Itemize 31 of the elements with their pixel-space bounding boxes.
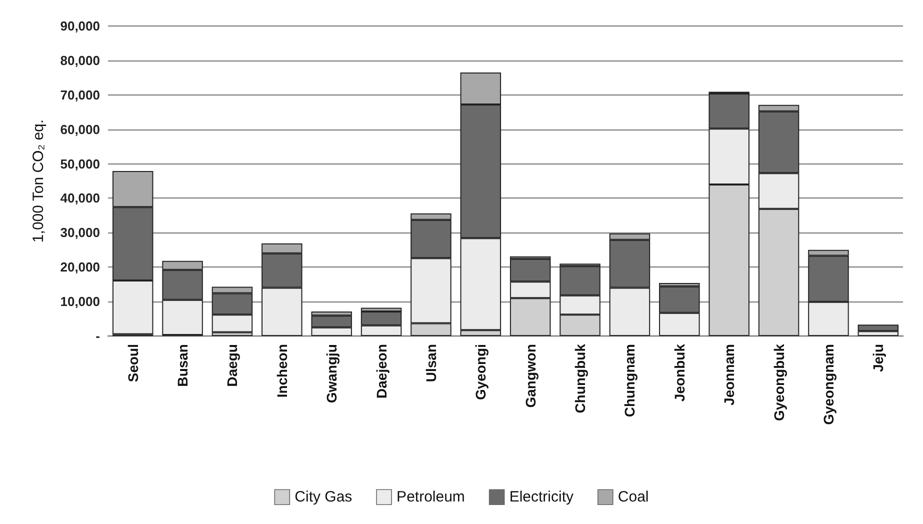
y-tick-label: 50,000 bbox=[60, 156, 100, 172]
y-tick-label: 30,000 bbox=[60, 225, 100, 240]
x-tick-label: Gyeongnam bbox=[820, 344, 836, 425]
x-tick-label: Seoul bbox=[124, 344, 141, 382]
legend-label: Coal bbox=[618, 488, 649, 506]
x-tick-label: Jeju bbox=[870, 344, 886, 372]
y-tick-label: 80,000 bbox=[60, 52, 100, 68]
x-tick-label: Jeonbuk bbox=[671, 344, 688, 402]
legend-label: Petroleum bbox=[396, 488, 465, 506]
y-tick-label: 60,000 bbox=[60, 122, 100, 137]
x-tick-label: Daegu bbox=[224, 344, 240, 387]
y-tick-label: - bbox=[96, 328, 100, 344]
legend-label: City Gas bbox=[294, 488, 352, 506]
x-tick-label: Gangwon bbox=[522, 344, 538, 408]
x-tick-label: Ulsan bbox=[422, 344, 439, 382]
y-tick-label: 20,000 bbox=[60, 260, 100, 275]
x-tick-label: Chungnam bbox=[622, 344, 638, 418]
legend-label: Electricity bbox=[509, 488, 574, 506]
x-tick-label: Gyeongi bbox=[472, 344, 489, 400]
x-tick-label: Chungbuk bbox=[572, 344, 588, 414]
x-tick-label: Gwangju bbox=[324, 344, 340, 404]
x-tick-label: Gyeongbuk bbox=[770, 344, 787, 422]
x-tick-label: Daejeon bbox=[373, 344, 390, 398]
x-tick-label: Jeonnam bbox=[721, 344, 738, 406]
y-tick-label: 10,000 bbox=[60, 294, 100, 310]
x-tick-label: Busan bbox=[174, 344, 191, 387]
y-tick-label: 70,000 bbox=[60, 87, 100, 102]
y-axis-title: 1,000 Ton CO₂ eq. bbox=[30, 119, 47, 243]
y-tick-label: 40,000 bbox=[60, 190, 100, 206]
y-tick-label: 90,000 bbox=[60, 18, 100, 34]
x-tick-label: Incheon bbox=[274, 344, 290, 398]
